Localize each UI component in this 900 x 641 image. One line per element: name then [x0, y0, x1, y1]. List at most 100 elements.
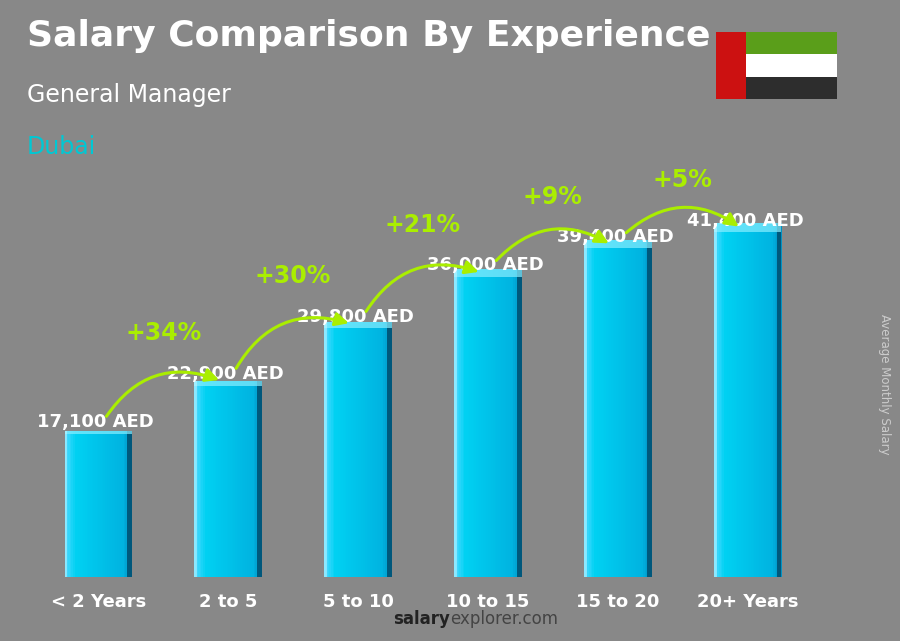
- Bar: [355, 322, 356, 577]
- Bar: [623, 240, 625, 577]
- Bar: [486, 269, 488, 577]
- Bar: [258, 381, 261, 577]
- Bar: [223, 381, 225, 577]
- Text: explorer.com: explorer.com: [450, 610, 558, 628]
- Bar: [387, 322, 389, 577]
- Bar: [491, 269, 493, 577]
- Bar: [636, 240, 638, 577]
- Bar: [746, 223, 748, 577]
- Bar: [115, 431, 117, 577]
- Bar: [202, 381, 203, 577]
- Bar: [256, 381, 259, 577]
- Bar: [328, 322, 329, 577]
- Text: +5%: +5%: [652, 169, 713, 192]
- Bar: [760, 223, 761, 577]
- Bar: [230, 381, 232, 577]
- Bar: [646, 240, 648, 577]
- Bar: [714, 223, 716, 577]
- Bar: [235, 381, 237, 577]
- Bar: [633, 240, 634, 577]
- Bar: [719, 223, 721, 577]
- Bar: [229, 381, 230, 577]
- Text: salary: salary: [393, 610, 450, 628]
- Bar: [248, 381, 250, 577]
- Bar: [212, 381, 213, 577]
- Bar: [349, 322, 352, 577]
- Bar: [588, 240, 590, 577]
- Bar: [616, 240, 618, 577]
- Bar: [196, 381, 198, 577]
- Bar: [476, 269, 478, 577]
- Bar: [454, 269, 456, 577]
- Text: 29,800 AED: 29,800 AED: [297, 308, 414, 326]
- Bar: [617, 240, 620, 577]
- Bar: [606, 240, 608, 577]
- Text: 20+ Years: 20+ Years: [697, 593, 798, 611]
- Bar: [592, 240, 594, 577]
- Bar: [221, 381, 223, 577]
- Bar: [488, 269, 490, 577]
- Bar: [73, 431, 75, 577]
- Bar: [594, 240, 596, 577]
- Bar: [739, 223, 741, 577]
- Bar: [466, 269, 468, 577]
- Bar: [391, 322, 392, 577]
- Bar: [220, 381, 221, 577]
- Bar: [378, 322, 381, 577]
- Bar: [517, 269, 522, 577]
- Bar: [257, 381, 262, 577]
- Bar: [455, 269, 458, 577]
- Bar: [338, 322, 340, 577]
- Bar: [497, 269, 499, 577]
- Bar: [123, 431, 126, 577]
- Bar: [238, 381, 240, 577]
- Bar: [763, 223, 765, 577]
- Bar: [766, 223, 768, 577]
- Bar: [750, 223, 751, 577]
- Bar: [714, 223, 781, 231]
- Bar: [768, 223, 769, 577]
- Bar: [215, 381, 217, 577]
- Bar: [454, 269, 457, 577]
- Bar: [511, 269, 514, 577]
- Bar: [385, 322, 387, 577]
- Text: 10 to 15: 10 to 15: [446, 593, 529, 611]
- Bar: [640, 240, 642, 577]
- Bar: [80, 431, 82, 577]
- Bar: [119, 431, 121, 577]
- Bar: [370, 322, 372, 577]
- Bar: [343, 322, 345, 577]
- Bar: [98, 431, 101, 577]
- Bar: [498, 269, 500, 577]
- Bar: [364, 322, 367, 577]
- Bar: [621, 240, 623, 577]
- Bar: [484, 269, 487, 577]
- Bar: [764, 223, 767, 577]
- Bar: [608, 240, 609, 577]
- Bar: [773, 223, 775, 577]
- Bar: [777, 223, 781, 577]
- Bar: [336, 322, 338, 577]
- Bar: [779, 223, 781, 577]
- Bar: [213, 381, 215, 577]
- Bar: [65, 431, 132, 435]
- Bar: [90, 431, 92, 577]
- Bar: [734, 223, 736, 577]
- Bar: [716, 32, 746, 99]
- Bar: [626, 240, 628, 577]
- Bar: [778, 223, 780, 577]
- Bar: [508, 269, 510, 577]
- Bar: [204, 381, 207, 577]
- Text: 5 to 10: 5 to 10: [322, 593, 393, 611]
- Text: General Manager: General Manager: [27, 83, 231, 107]
- Bar: [642, 240, 643, 577]
- Bar: [586, 240, 588, 577]
- Bar: [490, 269, 491, 577]
- Text: 36,000 AED: 36,000 AED: [427, 256, 544, 274]
- Bar: [501, 269, 503, 577]
- Bar: [331, 322, 333, 577]
- Bar: [596, 240, 598, 577]
- Bar: [67, 431, 68, 577]
- Bar: [374, 322, 375, 577]
- Bar: [468, 269, 470, 577]
